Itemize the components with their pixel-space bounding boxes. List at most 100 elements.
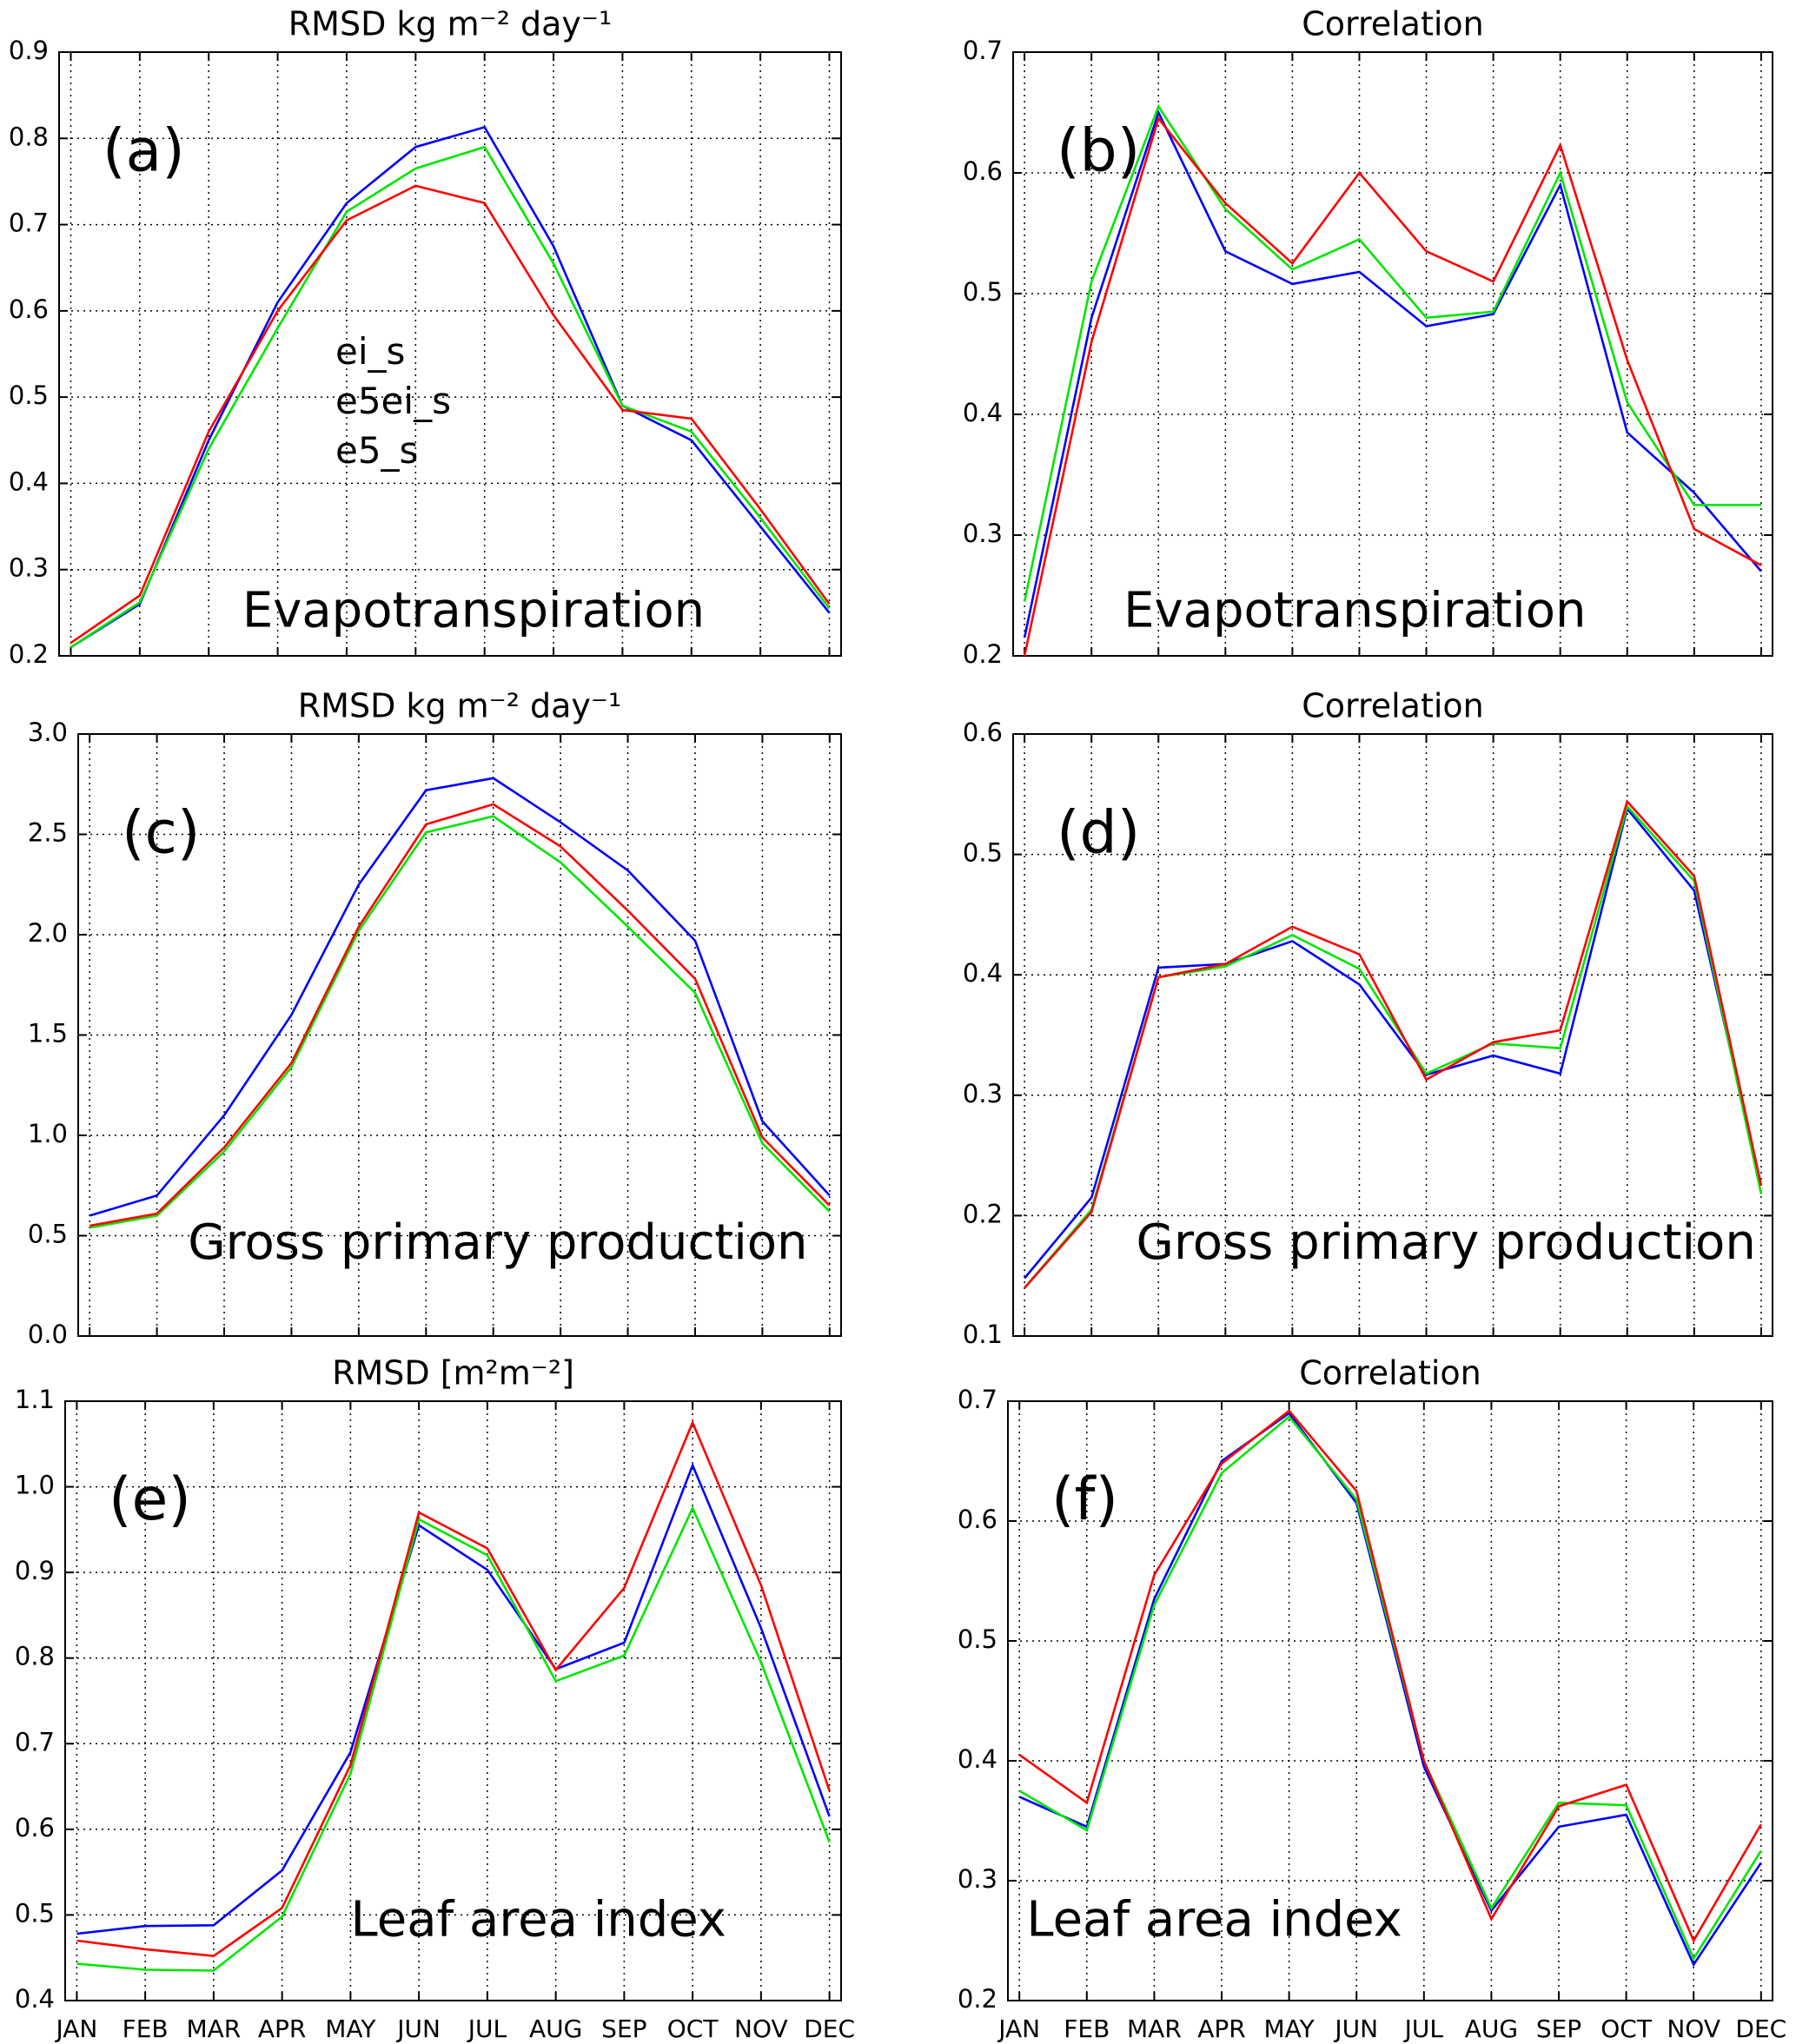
- panel-label: (d): [1057, 798, 1140, 867]
- y-tick-label: 2.0: [28, 918, 68, 948]
- y-tick-label: 0.9: [9, 36, 49, 65]
- y-tick-label: 0.3: [963, 1079, 1003, 1108]
- x-tick-label: MAR: [186, 2014, 241, 2043]
- y-tick-label: 0.4: [15, 1984, 55, 2014]
- y-tick-label: 3.0: [28, 718, 68, 747]
- y-tick-label: 0.8: [15, 1642, 55, 1671]
- chart-title: Correlation: [1299, 1354, 1481, 1392]
- chart-title: Correlation: [1302, 5, 1484, 43]
- y-tick-label: 0.3: [9, 553, 49, 583]
- y-tick-label: 0.5: [28, 1220, 68, 1249]
- chart-title: RMSD kg m⁻² day⁻¹: [298, 687, 621, 725]
- y-tick-label: 0.5: [963, 838, 1003, 868]
- x-tick-label: JUN: [1333, 2014, 1378, 2043]
- x-tick-label: NOV: [734, 2014, 788, 2043]
- annotation: Gross primary production: [1137, 1214, 1756, 1271]
- x-tick-label: MAY: [1263, 2014, 1315, 2043]
- x-tick-label: JAN: [997, 2014, 1040, 2043]
- chart-title: RMSD kg m⁻² day⁻¹: [288, 5, 612, 43]
- series-line: [1023, 109, 1762, 638]
- y-tick-label: 0.0: [28, 1320, 68, 1349]
- y-tick-label: 0.5: [15, 1898, 55, 1928]
- series-line: [70, 125, 831, 649]
- x-tick-label: JUL: [467, 2014, 507, 2043]
- series-line: [70, 145, 831, 649]
- y-tick-label: 0.5: [963, 277, 1003, 307]
- series-line: [76, 1505, 831, 1972]
- plot-frame: [64, 1400, 842, 2001]
- y-tick-label: 0.4: [963, 958, 1003, 988]
- y-tick-label: 0.9: [15, 1556, 55, 1585]
- annotation: Evapotranspiration: [1123, 582, 1586, 638]
- y-tick-label: 0.4: [963, 398, 1003, 427]
- y-tick-label: 1.0: [28, 1119, 68, 1148]
- panel-label: (a): [103, 117, 185, 186]
- legend-entry: ei_s: [335, 330, 405, 373]
- plot-frame: [77, 733, 842, 1337]
- series-line: [1023, 103, 1761, 602]
- legend-entry: e5_s: [335, 429, 418, 472]
- series-line: [1023, 116, 1762, 657]
- annotation: Leaf area index: [351, 1891, 726, 1948]
- x-tick-label: MAR: [1127, 2014, 1182, 2043]
- series-line: [1018, 1415, 1762, 1961]
- x-tick-label: SEP: [601, 2014, 646, 2043]
- series-line: [76, 1462, 831, 1935]
- y-tick-label: 0.2: [963, 1199, 1003, 1228]
- y-tick-label: 0.7: [9, 208, 49, 238]
- series-line: [89, 803, 831, 1227]
- annotation: Leaf area index: [1026, 1891, 1402, 1948]
- y-tick-label: 0.3: [958, 1864, 997, 1894]
- series-line: [1018, 1409, 1762, 1943]
- x-tick-label: DEC: [1735, 2014, 1786, 2043]
- series-line: [89, 815, 831, 1229]
- plot-frame: [1007, 1400, 1773, 2001]
- panel-label: (c): [122, 798, 200, 867]
- series-line: [1024, 806, 1763, 1280]
- y-tick-label: 0.6: [963, 156, 1003, 186]
- x-tick-label: NOV: [1667, 2014, 1720, 2043]
- x-tick-label: OCT: [1600, 2014, 1653, 2043]
- y-tick-label: 2.5: [28, 818, 68, 848]
- y-tick-label: 0.4: [9, 466, 49, 496]
- x-tick-label: SEP: [1536, 2014, 1581, 2043]
- y-tick-label: 0.3: [963, 519, 1003, 548]
- panel-label: (f): [1051, 1465, 1118, 1534]
- series-line: [1024, 798, 1763, 1289]
- series-line: [1018, 1412, 1762, 1968]
- y-tick-label: 0.6: [963, 718, 1003, 747]
- x-tick-label: MAY: [325, 2014, 376, 2043]
- plot-frame: [58, 51, 842, 657]
- y-tick-label: 0.7: [15, 1727, 55, 1756]
- y-tick-label: 0.6: [15, 1813, 55, 1842]
- series-line: [89, 777, 831, 1217]
- annotation: Gross primary production: [188, 1214, 807, 1271]
- x-tick-label: APR: [258, 2014, 307, 2043]
- y-tick-label: 0.6: [958, 1505, 997, 1534]
- x-tick-label: JAN: [54, 2014, 97, 2043]
- x-tick-label: AUG: [1465, 2014, 1518, 2043]
- chart-title: RMSD [m²m⁻²]: [332, 1354, 574, 1392]
- y-tick-label: 0.1: [963, 1320, 1003, 1349]
- x-tick-label: DEC: [804, 2014, 855, 2043]
- x-tick-label: APR: [1197, 2014, 1246, 2043]
- x-tick-label: JUN: [395, 2014, 441, 2043]
- plot-frame: [1012, 733, 1773, 1337]
- annotation: Evapotranspiration: [242, 582, 705, 638]
- y-tick-label: 0.7: [958, 1385, 997, 1414]
- y-tick-label: 0.4: [958, 1744, 997, 1774]
- x-tick-label: FEB: [123, 2014, 169, 2043]
- y-tick-label: 0.6: [9, 294, 49, 324]
- series-line: [70, 184, 831, 645]
- panel-label: (e): [109, 1465, 191, 1534]
- y-tick-label: 0.7: [963, 36, 1003, 65]
- y-tick-label: 0.5: [9, 380, 49, 410]
- legend-entry: e5ei_s: [335, 380, 451, 422]
- y-tick-label: 1.0: [15, 1471, 55, 1500]
- x-tick-label: OCT: [667, 2014, 719, 2043]
- x-tick-label: AUG: [529, 2014, 582, 2043]
- series-line: [76, 1419, 831, 1958]
- y-tick-label: 0.2: [9, 639, 49, 669]
- y-tick-label: 1.1: [15, 1385, 55, 1414]
- panel-label: (b): [1057, 117, 1140, 186]
